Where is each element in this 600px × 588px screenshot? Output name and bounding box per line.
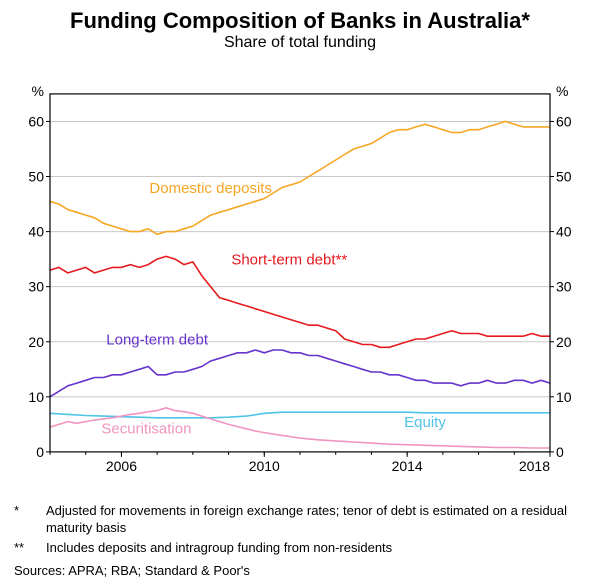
label-domestic_deposits: Domestic deposits [149,180,272,197]
svg-text:30: 30 [28,279,44,295]
line-chart: 0 0 10 10 20 20 30 30 40 40 50 50 60 60%% 2006 2010 2014… [10,56,590,496]
label-long_term_debt: Long-term debt [106,332,209,349]
svg-text:30: 30 [556,279,572,295]
svg-text:60: 60 [556,113,572,129]
svg-text:40: 40 [556,224,572,240]
svg-text:2006: 2006 [106,458,137,474]
label-equity: Equity [404,414,446,431]
svg-text:%: % [32,83,44,99]
svg-text:50: 50 [556,169,572,185]
svg-text:0: 0 [556,444,564,460]
label-securitisation: Securitisation [101,421,191,438]
chart-area: 0 0 10 10 20 20 30 30 40 40 50 50 60 60%% 2006 2010 2014… [10,56,590,496]
svg-text:60: 60 [28,113,44,129]
svg-text:2010: 2010 [249,458,280,474]
chart-title: Funding Composition of Banks in Australi… [10,8,590,34]
svg-text:2018: 2018 [519,458,550,474]
footnote-mark-0: * [14,502,34,537]
chart-subtitle: Share of total funding [10,34,590,52]
svg-text:%: % [556,83,568,99]
svg-text:40: 40 [28,224,44,240]
sources: Sources: APRA; RBA; Standard & Poor's [14,558,586,580]
footnote-mark-1: ** [14,539,34,557]
footnote-text-1: Includes deposits and intragroup funding… [46,539,586,557]
svg-text:10: 10 [556,389,572,405]
svg-text:20: 20 [28,334,44,350]
svg-text:2014: 2014 [392,458,423,474]
svg-text:0: 0 [36,444,44,460]
footnote-text-0: Adjusted for movements in foreign exchan… [46,502,586,537]
svg-text:10: 10 [28,389,44,405]
footnotes: * Adjusted for movements in foreign exch… [10,496,590,580]
svg-text:50: 50 [28,169,44,185]
label-short_term_debt: Short-term debt** [231,252,347,269]
svg-text:20: 20 [556,334,572,350]
